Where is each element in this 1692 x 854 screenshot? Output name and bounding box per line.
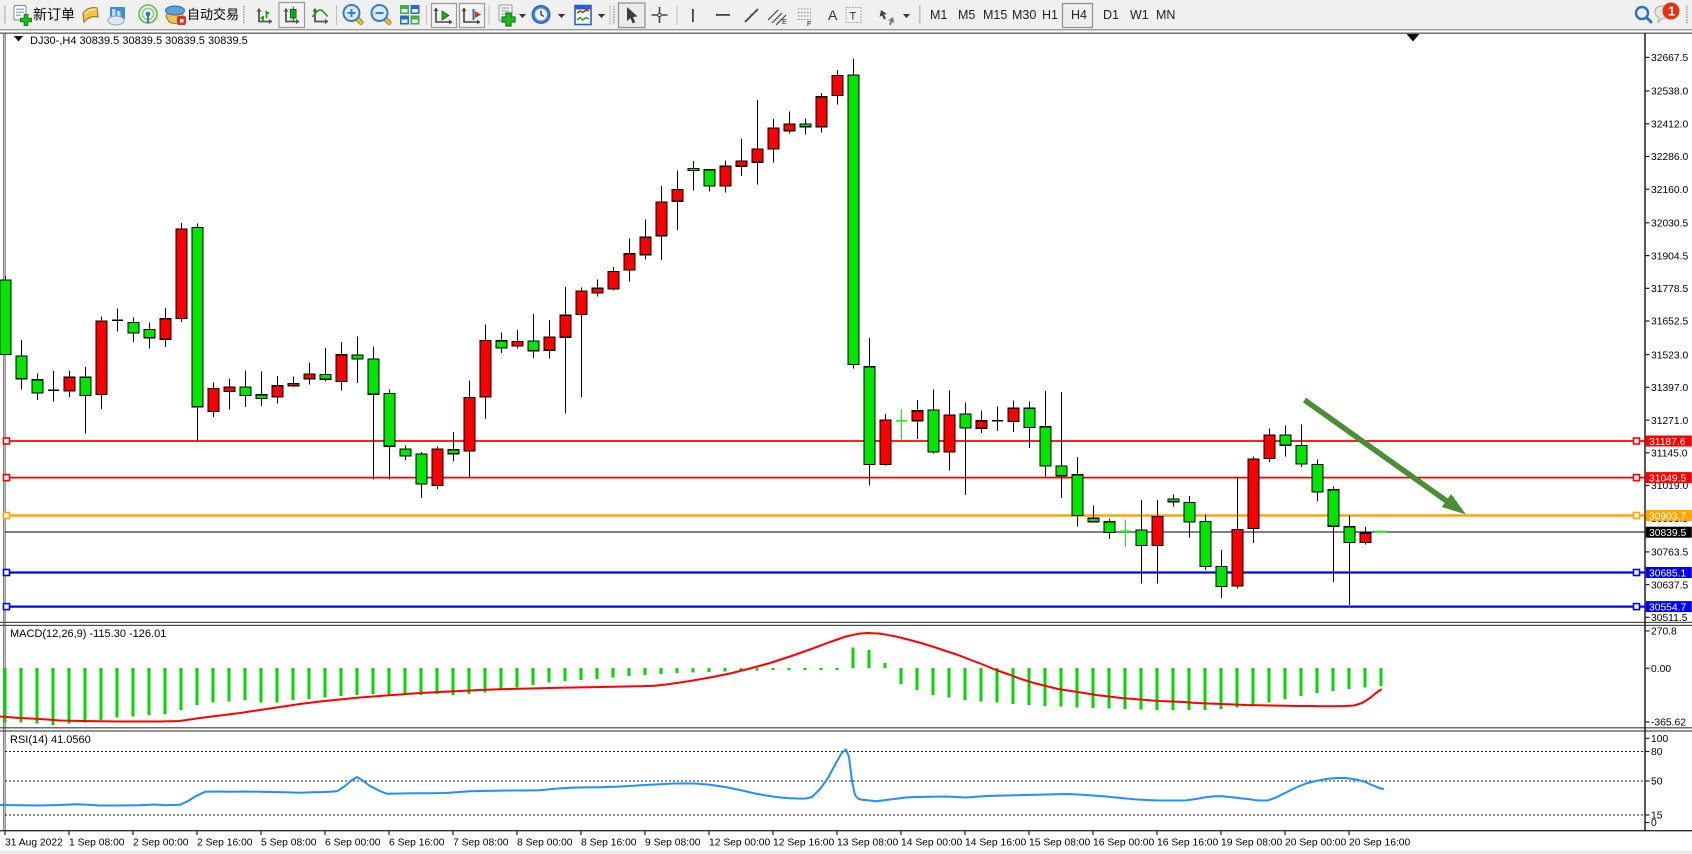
svg-text:80: 80 xyxy=(1651,747,1663,758)
svg-text:31187.6: 31187.6 xyxy=(1649,437,1686,448)
svg-text:32286.0: 32286.0 xyxy=(1651,152,1688,163)
svg-text:31397.0: 31397.0 xyxy=(1651,383,1688,394)
svg-text:1 Sep 08:00: 1 Sep 08:00 xyxy=(69,838,125,849)
svg-text:M15: M15 xyxy=(983,8,1007,22)
svg-text:31778.5: 31778.5 xyxy=(1651,284,1688,295)
svg-text:T: T xyxy=(850,11,857,23)
svg-text:H1: H1 xyxy=(1042,8,1058,22)
svg-text:8 Sep 16:00: 8 Sep 16:00 xyxy=(581,838,637,849)
svg-text:H4: H4 xyxy=(1071,8,1087,22)
svg-text:32030.5: 32030.5 xyxy=(1651,219,1688,230)
svg-text:0.00: 0.00 xyxy=(1651,664,1671,675)
svg-text:270.8: 270.8 xyxy=(1651,627,1677,638)
svg-text:1: 1 xyxy=(1668,4,1675,19)
svg-text:2 Sep 00:00: 2 Sep 00:00 xyxy=(133,838,189,849)
svg-text:6 Sep 16:00: 6 Sep 16:00 xyxy=(389,838,445,849)
svg-text:7 Sep 08:00: 7 Sep 08:00 xyxy=(453,838,509,849)
svg-text:15: 15 xyxy=(1651,811,1663,822)
svg-text:30554.7: 30554.7 xyxy=(1649,603,1686,614)
svg-text:M30: M30 xyxy=(1012,8,1036,22)
svg-text:31523.0: 31523.0 xyxy=(1651,350,1688,361)
svg-text:2 Sep 16:00: 2 Sep 16:00 xyxy=(197,838,253,849)
svg-text:32160.0: 32160.0 xyxy=(1651,185,1688,196)
svg-text:30903.7: 30903.7 xyxy=(1649,511,1686,522)
svg-text:31019.0: 31019.0 xyxy=(1651,481,1688,492)
svg-text:31 Aug 2022: 31 Aug 2022 xyxy=(5,838,63,849)
svg-text:MACD(12,26,9) -115.30 -126.01: MACD(12,26,9) -115.30 -126.01 xyxy=(10,628,166,640)
svg-text:20 Sep 00:00: 20 Sep 00:00 xyxy=(1285,838,1347,849)
svg-text:9 Sep 08:00: 9 Sep 08:00 xyxy=(645,838,701,849)
svg-text:12 Sep 00:00: 12 Sep 00:00 xyxy=(709,838,771,849)
svg-text:E: E xyxy=(782,19,787,26)
svg-text:RSI(14) 41.0560: RSI(14) 41.0560 xyxy=(10,734,91,746)
svg-text:D1: D1 xyxy=(1103,8,1119,22)
svg-text:30511.5: 30511.5 xyxy=(1651,613,1688,624)
svg-text:50: 50 xyxy=(1651,777,1663,788)
svg-text:14 Sep 16:00: 14 Sep 16:00 xyxy=(965,838,1027,849)
svg-text:M5: M5 xyxy=(958,8,975,22)
svg-text:DJ30-,H4 30839.5 30839.5 3083: DJ30-,H4 30839.5 30839.5 30839.5 30839.5 xyxy=(30,35,248,47)
svg-text:32412.0: 32412.0 xyxy=(1651,120,1688,131)
svg-text:31652.5: 31652.5 xyxy=(1651,317,1688,328)
svg-text:12 Sep 16:00: 12 Sep 16:00 xyxy=(773,838,835,849)
svg-text:15 Sep 08:00: 15 Sep 08:00 xyxy=(1029,838,1091,849)
svg-text:16 Sep 16:00: 16 Sep 16:00 xyxy=(1157,838,1219,849)
svg-text:M1: M1 xyxy=(930,8,947,22)
svg-text:14 Sep 00:00: 14 Sep 00:00 xyxy=(901,838,963,849)
svg-text:30685.1: 30685.1 xyxy=(1649,568,1686,579)
svg-text:30637.5: 30637.5 xyxy=(1651,580,1688,591)
svg-text:32538.0: 32538.0 xyxy=(1651,87,1688,98)
svg-text:31271.0: 31271.0 xyxy=(1651,416,1688,427)
svg-text:31904.5: 31904.5 xyxy=(1651,251,1688,262)
svg-text:6 Sep 00:00: 6 Sep 00:00 xyxy=(325,838,381,849)
svg-text:0: 0 xyxy=(1651,818,1657,829)
svg-text:新订单: 新订单 xyxy=(33,7,75,23)
svg-text:13 Sep 08:00: 13 Sep 08:00 xyxy=(837,838,899,849)
svg-text:31049.5: 31049.5 xyxy=(1649,474,1686,485)
svg-text:20 Sep 16:00: 20 Sep 16:00 xyxy=(1349,838,1411,849)
svg-text:16 Sep 00:00: 16 Sep 00:00 xyxy=(1093,838,1155,849)
svg-text:MN: MN xyxy=(1156,8,1175,22)
svg-text:30763.5: 30763.5 xyxy=(1651,548,1688,559)
svg-text:8 Sep 00:00: 8 Sep 00:00 xyxy=(517,838,573,849)
svg-text:19 Sep 08:00: 19 Sep 08:00 xyxy=(1221,838,1283,849)
svg-text:100: 100 xyxy=(1651,734,1668,745)
svg-text:F: F xyxy=(807,21,811,28)
svg-text:自动交易: 自动交易 xyxy=(187,7,239,22)
svg-text:A: A xyxy=(828,7,838,23)
svg-text:32667.5: 32667.5 xyxy=(1651,53,1688,64)
svg-text:5 Sep 08:00: 5 Sep 08:00 xyxy=(261,838,317,849)
svg-text:31145.0: 31145.0 xyxy=(1651,449,1688,460)
svg-text:30839.5: 30839.5 xyxy=(1649,528,1686,539)
svg-text:W1: W1 xyxy=(1130,8,1149,22)
svg-text:-365.62: -365.62 xyxy=(1651,718,1686,729)
